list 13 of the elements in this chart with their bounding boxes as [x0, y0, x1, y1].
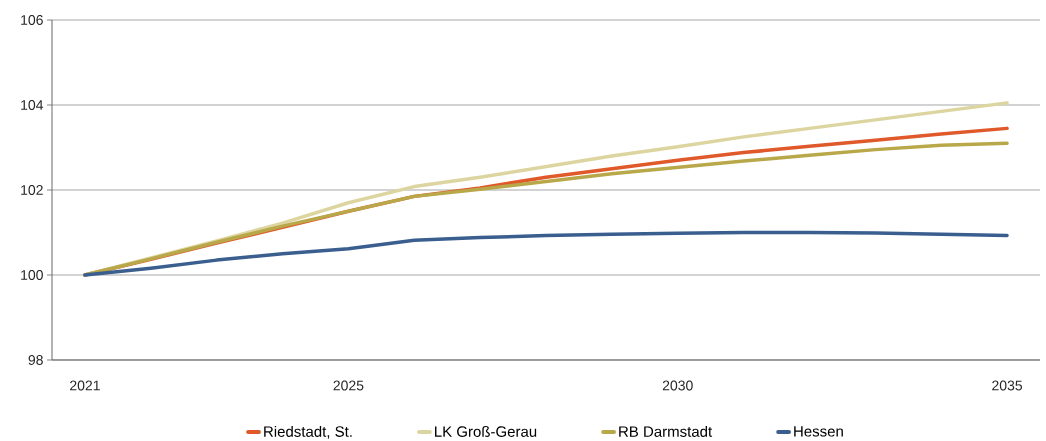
legend-label: RB Darmstadt: [619, 425, 713, 437]
y-tick-label: 106: [21, 15, 43, 25]
y-tick-label: 98: [28, 355, 43, 365]
x-tick-label: 2025: [333, 380, 364, 391]
x-tick-label: 2030: [662, 380, 693, 391]
legend-label: LK Groß-Gerau: [435, 425, 537, 437]
x-tick-label: 2021: [70, 380, 100, 391]
legend-label: Riedstadt, St.: [264, 425, 352, 439]
y-tick-label: 104: [21, 100, 44, 110]
y-tick-label: 100: [21, 270, 43, 280]
x-tick-label: 2035: [992, 380, 1023, 391]
y-tick-label: 102: [21, 185, 43, 195]
legend-label: Hessen: [794, 426, 843, 437]
